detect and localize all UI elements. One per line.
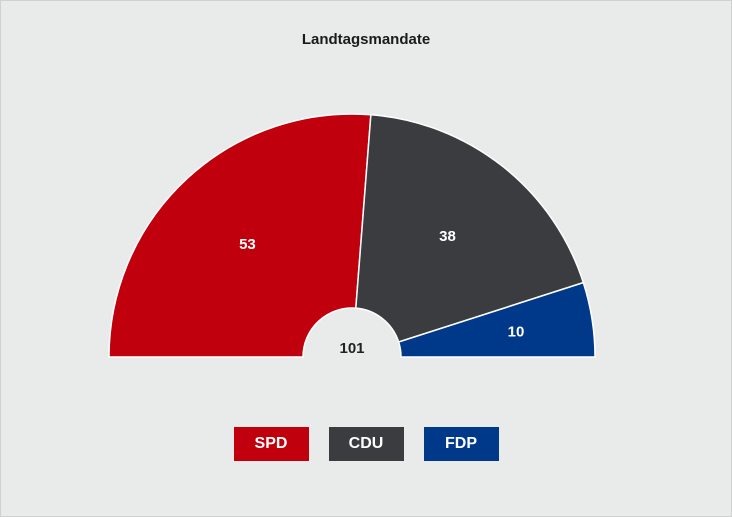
slice-cdu — [355, 113, 585, 343]
slice-spd — [108, 113, 372, 358]
legend-item-fdp: FDP — [423, 427, 499, 461]
slice-value-fdp: 10 — [508, 323, 525, 340]
legend-item-cdu: CDU — [328, 427, 404, 461]
slice-value-cdu: 38 — [439, 228, 456, 245]
chart-title: Landtagsmandate — [301, 31, 431, 48]
slice-value-spd: 53 — [239, 236, 256, 253]
total-seats-label: 101 — [339, 340, 364, 357]
slice-fdp — [397, 281, 596, 358]
legend: SPD CDU FDP — [0, 427, 732, 461]
legend-item-spd: SPD — [233, 427, 309, 461]
